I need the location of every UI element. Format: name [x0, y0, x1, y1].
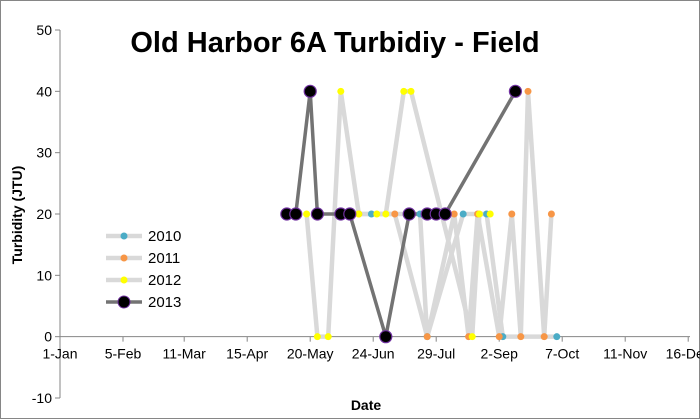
data-point-2011 — [508, 210, 516, 218]
data-point-2013 — [343, 207, 357, 221]
data-point-2011 — [450, 210, 458, 218]
data-point-2011 — [547, 210, 555, 218]
x-tick-label: 15-Apr — [226, 346, 268, 362]
data-point-2013 — [438, 207, 452, 221]
y-tick-label: 20 — [36, 206, 52, 222]
data-point-2010 — [459, 210, 467, 218]
x-tick-label: 24-Jun — [352, 346, 395, 362]
data-point-2013 — [289, 207, 303, 221]
x-tick-label: 16-Dec — [666, 346, 700, 362]
data-point-2012 — [324, 333, 332, 341]
legend-marker-2012 — [120, 276, 128, 284]
y-tick-label: -10 — [32, 390, 52, 406]
data-point-2011 — [495, 333, 503, 341]
y-tick-label: 10 — [36, 267, 52, 283]
legend-marker-2010 — [120, 232, 128, 240]
data-point-2012 — [313, 333, 321, 341]
legend-label-2010: 2010 — [148, 228, 181, 245]
x-tick-label: 7-Oct — [545, 346, 579, 362]
legend-label-2013: 2013 — [148, 294, 181, 311]
data-point-2013 — [402, 207, 416, 221]
x-tick-label: 1-Jan — [42, 346, 77, 362]
data-point-2011 — [540, 333, 548, 341]
data-point-2013 — [508, 84, 523, 98]
data-point-2011 — [423, 333, 431, 341]
y-tick-label: 40 — [36, 83, 52, 99]
data-point-2012 — [373, 210, 381, 218]
data-point-2013 — [303, 84, 317, 98]
data-point-2010 — [367, 210, 375, 218]
data-point-2010 — [553, 333, 561, 341]
y-tick-label: 0 — [44, 329, 52, 345]
legend-marker-2013 — [117, 295, 131, 309]
data-point-2012 — [355, 210, 363, 218]
data-point-2013 — [310, 207, 324, 221]
x-tick-label: 5-Feb — [105, 346, 142, 362]
x-tick-label: 29-Jul — [417, 346, 455, 362]
y-tick-label: 30 — [36, 145, 52, 161]
y-tick-label: 50 — [36, 22, 52, 38]
data-point-2011 — [517, 333, 525, 341]
series-line-2011 — [358, 91, 554, 338]
x-tick-label: 11-Nov — [603, 346, 647, 362]
data-point-2012 — [337, 87, 345, 95]
legend-label-2012: 2012 — [148, 272, 181, 289]
chart-title: Old Harbor 6A Turbidiy - Field — [130, 27, 539, 59]
data-point-2012 — [303, 210, 311, 218]
x-axis-label: Date — [351, 397, 382, 413]
x-tick-label: 20-May — [287, 346, 334, 362]
data-point-2012 — [468, 333, 476, 341]
data-point-2011 — [391, 210, 399, 218]
data-point-2011 — [524, 87, 532, 95]
x-tick-label: 11-Mar — [163, 346, 207, 362]
data-point-2012 — [407, 87, 415, 95]
x-tick-label: 2-Sep — [481, 346, 519, 362]
legend-marker-2011 — [120, 254, 128, 262]
data-point-2012 — [382, 210, 390, 218]
data-point-2013 — [379, 330, 393, 344]
data-point-2012 — [475, 210, 483, 218]
data-point-2012 — [486, 210, 494, 218]
data-point-2012 — [400, 87, 408, 95]
legend-label-2011: 2011 — [148, 250, 180, 267]
y-axis-label: Turbidity (JTU) — [9, 166, 25, 265]
